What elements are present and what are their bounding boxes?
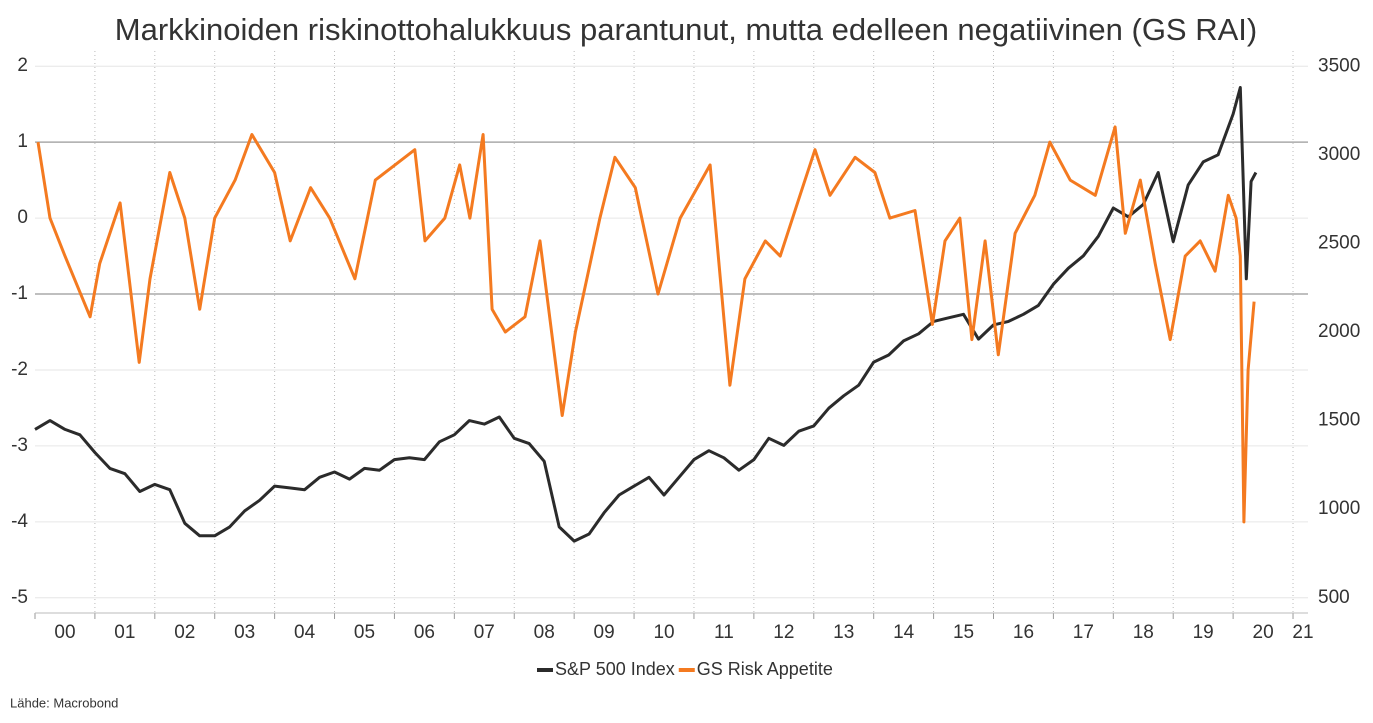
y2-tick-label: 2500 [1318,232,1360,253]
x-tick-label: 11 [714,622,734,643]
x-tick-label: 10 [653,622,674,643]
x-tick-label: 03 [234,622,255,643]
x-tick-label: 20 [1253,622,1274,643]
x-tick-label: 02 [174,622,195,643]
x-tick-label: 14 [893,622,915,643]
legend-label: GS Risk Appetite [697,659,833,679]
y2-tick-label: 1000 [1318,498,1360,519]
x-tick-label: 15 [953,622,974,643]
y2-tick-label: 1500 [1318,410,1360,431]
y2-tick-label: 500 [1318,587,1350,608]
source: Lähde: Macrobond [10,695,118,710]
y-tick-label: 0 [17,207,28,228]
x-tick-label: 13 [833,622,854,643]
series-line [34,86,1258,543]
x-tick-label: 04 [294,622,316,643]
y2-tick-label: 3000 [1318,144,1360,165]
chart-title: Markkinoiden riskinottohalukkuus parantu… [115,12,1257,47]
x-tick-label: 17 [1073,622,1094,643]
x-tick-label: 06 [414,622,435,643]
x-tick-label: 12 [773,622,794,643]
y2-tick-label: 3500 [1318,55,1360,76]
y-tick-label: -3 [11,435,28,456]
series-line [36,125,1256,524]
x-tick-label: 16 [1013,622,1034,643]
x-tick-label: 09 [594,622,615,643]
y-tick-label: 1 [17,131,28,152]
x-tick-label: 21 [1292,622,1313,643]
legend-label: S&P 500 Index [555,659,675,679]
y-tick-label: -1 [11,283,28,304]
x-tick-label: 07 [474,622,495,643]
x-tick-label: 00 [54,622,75,643]
x-tick-label: 05 [354,622,375,643]
y-tick-label: -5 [11,587,28,608]
y-tick-label: 2 [17,55,28,76]
x-tick-label: 08 [534,622,555,643]
x-tick-label: 18 [1133,622,1154,643]
y-tick-label: -2 [11,359,28,380]
x-tick-label: 01 [114,622,135,643]
x-tick-label: 19 [1193,622,1214,643]
y2-tick-label: 2000 [1318,321,1360,342]
y-tick-label: -4 [11,511,28,532]
